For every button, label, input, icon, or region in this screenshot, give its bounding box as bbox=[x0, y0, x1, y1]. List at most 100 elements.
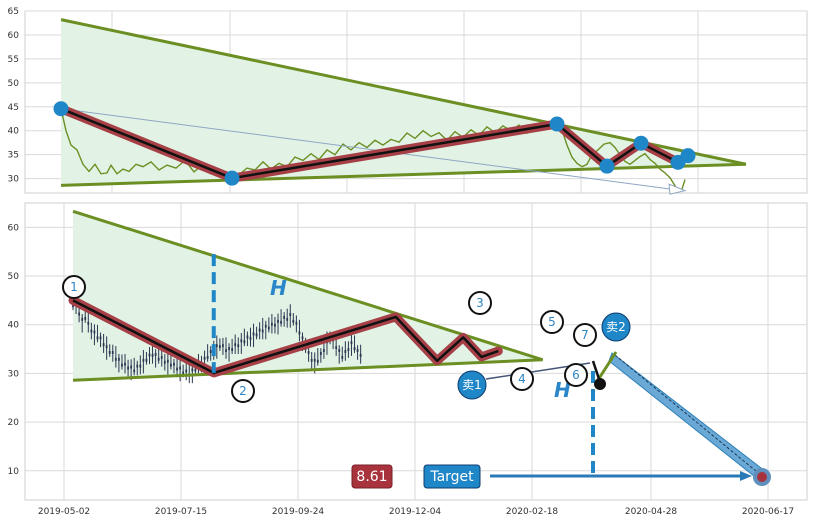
detail-y-axis: 10 20 30 40 50 60 bbox=[8, 223, 20, 476]
price-bar-body bbox=[151, 353, 154, 357]
detail-y-tick-label: 30 bbox=[8, 369, 20, 379]
price-bar-body bbox=[356, 349, 359, 352]
price-bar-body bbox=[78, 312, 81, 316]
price-bar-body bbox=[350, 341, 353, 345]
pivot-marker-1 bbox=[62, 275, 86, 299]
price-bar-body bbox=[307, 351, 310, 354]
price-bar-body bbox=[93, 330, 96, 334]
pivot-marker-4 bbox=[510, 367, 534, 391]
overview-y-tick-label: 60 bbox=[8, 31, 20, 41]
price-bar-body bbox=[359, 353, 362, 357]
price-bar-body bbox=[310, 358, 313, 362]
price-bar-body bbox=[102, 343, 105, 347]
price-bar-body bbox=[243, 340, 246, 344]
price-bar-body bbox=[81, 317, 84, 321]
detail-x-tick-label: 2020-04-28 bbox=[625, 507, 678, 517]
target-value: 8.61 bbox=[356, 469, 387, 485]
detail-x-tick-label: 2020-06-17 bbox=[742, 507, 794, 517]
price-bar-body bbox=[166, 359, 169, 363]
price-bar-body bbox=[179, 366, 181, 370]
price-bar-body bbox=[341, 355, 344, 359]
target-label: Target bbox=[429, 469, 474, 485]
price-bar-body bbox=[313, 358, 316, 362]
detail-x-tick-label: 2019-07-15 bbox=[155, 507, 207, 517]
price-bar-body bbox=[154, 352, 157, 356]
price-bar-body bbox=[267, 326, 270, 330]
price-bar-body bbox=[157, 357, 160, 361]
detail-y-tick-label: 20 bbox=[8, 418, 20, 428]
breakout-point bbox=[594, 378, 606, 390]
price-bar-body bbox=[121, 363, 123, 367]
overview-upper-trendline bbox=[60, 18, 747, 166]
price-bar-body bbox=[99, 336, 102, 340]
price-bar-body bbox=[316, 359, 319, 363]
price-bar-body bbox=[136, 364, 139, 368]
price-bar-body bbox=[176, 367, 178, 371]
overview-y-tick-label: 50 bbox=[8, 79, 20, 89]
price-bar-body bbox=[319, 351, 322, 355]
price-bar-body bbox=[252, 332, 255, 336]
detail-triangle-fill bbox=[73, 211, 543, 381]
price-bar-body bbox=[228, 347, 230, 351]
projection-line bbox=[614, 354, 763, 477]
pivot-marker-6 bbox=[564, 363, 588, 387]
price-bar-body bbox=[127, 366, 129, 370]
price-bar-body bbox=[215, 344, 218, 348]
price-bar-body bbox=[133, 369, 136, 373]
price-bar-body bbox=[353, 347, 356, 351]
detail-x-tick-label: 2019-09-24 bbox=[272, 507, 325, 517]
overview-trend-arrow bbox=[60, 108, 672, 190]
price-bar-body bbox=[108, 351, 111, 354]
pivot-number-5: 5 bbox=[548, 315, 556, 329]
price-bar-body bbox=[323, 349, 325, 352]
price-bar-body bbox=[139, 364, 142, 368]
price-bar-body bbox=[160, 355, 163, 359]
pivot-number-7: 7 bbox=[581, 328, 589, 342]
price-bar-body bbox=[96, 336, 99, 340]
price-bar-body bbox=[274, 323, 276, 327]
target-arrow-head bbox=[740, 471, 752, 481]
price-bar-body bbox=[335, 346, 338, 350]
detail-y-tick-label: 50 bbox=[8, 272, 20, 282]
pivot-number-3: 3 bbox=[476, 296, 484, 310]
overview-y-tick-label: 30 bbox=[8, 175, 20, 185]
overview-pivot-dot bbox=[680, 148, 696, 164]
price-bar-body bbox=[209, 350, 212, 353]
price-bar-body bbox=[72, 304, 74, 308]
price-bar-body bbox=[255, 333, 258, 337]
sell-1-label: 卖1 bbox=[462, 378, 482, 392]
price-bar-body bbox=[118, 357, 120, 361]
price-bar-body bbox=[280, 320, 282, 324]
price-bar-body bbox=[234, 343, 237, 347]
overview-panel: 30 35 40 45 50 55 60 65 bbox=[8, 7, 808, 195]
price-bar-body bbox=[246, 335, 249, 339]
detail-y-tick-label: 40 bbox=[8, 321, 20, 331]
pivot-marker-7 bbox=[573, 323, 597, 347]
breakout-green-segment bbox=[596, 351, 618, 381]
price-bar-body bbox=[261, 329, 264, 333]
price-bar-body bbox=[295, 321, 298, 325]
price-bar-body bbox=[182, 371, 185, 375]
price-bar-body bbox=[231, 348, 234, 352]
overview-y-tick-label: 65 bbox=[8, 7, 19, 17]
overview-price-line bbox=[60, 108, 686, 192]
price-bar-body bbox=[148, 353, 151, 357]
overview-y-tick-label: 35 bbox=[8, 151, 19, 161]
target-point-inner bbox=[757, 472, 767, 482]
overview-y-tick-label: 55 bbox=[8, 55, 19, 65]
detail-x-axis: 2019-05-02 2019-07-15 2019-09-24 2019-12-04… bbox=[38, 507, 794, 517]
price-bar-body bbox=[90, 329, 93, 333]
price-bar-body bbox=[292, 319, 295, 323]
detail-x-tick-label: 2019-12-04 bbox=[389, 507, 442, 517]
price-bar-body bbox=[237, 344, 240, 348]
overview-y-tick-label: 40 bbox=[8, 127, 20, 137]
pivot-number-markers: 1 2 3 4 5 6 7 bbox=[62, 275, 597, 403]
overview-pivot-dots bbox=[53, 101, 696, 186]
pivot-number-4: 4 bbox=[518, 372, 526, 386]
price-bar-body bbox=[203, 356, 206, 360]
detail-y-tick-label: 60 bbox=[8, 223, 20, 233]
price-bar-body bbox=[111, 351, 114, 354]
price-bar-body bbox=[185, 369, 188, 373]
target-label-badge: Target bbox=[423, 464, 481, 489]
